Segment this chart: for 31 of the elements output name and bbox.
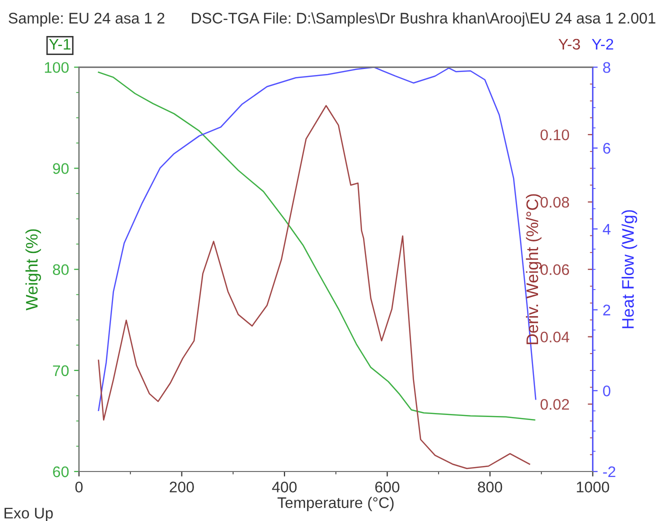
chart-subtitle: DSC-TGA File: D:\Samples\Dr Bushra khan\Arooj\EU 24 asa 1 2.001 <box>192 12 656 27</box>
y2-axis-title: Heat Flow (W/g) <box>622 210 638 328</box>
y3-tick-label: 0.04 <box>540 332 570 342</box>
x-tick-label: 200 <box>170 482 194 492</box>
y2-tick-label: -2 <box>603 466 616 478</box>
y-tick-label: 80 <box>52 264 69 276</box>
chart-title: Sample: EU 24 asa 1 2 <box>8 12 164 27</box>
y3-axis-title: Deriv. Weight (%/°C) <box>526 194 542 344</box>
x-tick-label: 0 <box>75 482 83 492</box>
y-axis-title: Weight (%) <box>25 229 41 310</box>
y-tick-label: 100 <box>44 62 69 73</box>
x-tick-label: 1000 <box>576 482 610 492</box>
y2-tick-label: 2 <box>603 304 610 316</box>
x-axis-title: Temperature (°C) <box>278 496 394 512</box>
y-tick-label: 90 <box>52 163 69 174</box>
y3-tick-label: 0.10 <box>540 129 570 140</box>
y2-tick-label: 6 <box>603 142 610 154</box>
y-tick-label: 60 <box>53 466 69 478</box>
x-tick-label: 400 <box>272 482 297 492</box>
text: Y-3 <box>558 38 580 50</box>
y2-tick-label: 0 <box>603 386 610 396</box>
text: Y-2 <box>592 38 614 50</box>
y2-tick-label: 4 <box>602 224 611 234</box>
text: Y-1 <box>49 38 70 50</box>
y3-tick-label: 0.08 <box>540 196 570 208</box>
x-tick-label: 800 <box>478 482 502 492</box>
y3-tick-label: 0.02 <box>540 398 569 410</box>
x-tick-label: 600 <box>375 482 400 492</box>
y3-tick-label: 0.06 <box>540 264 570 276</box>
y2-tick-label: 8 <box>603 62 610 73</box>
y-tick-label: 70 <box>53 365 69 376</box>
